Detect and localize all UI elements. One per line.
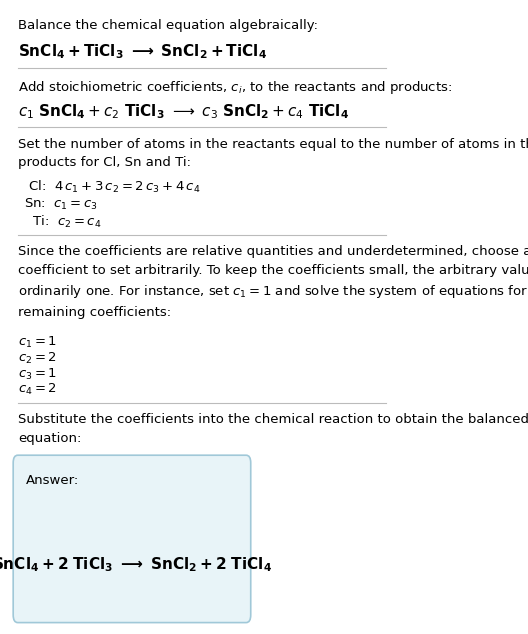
FancyBboxPatch shape [13, 455, 251, 623]
Text: $c_3 = 1$: $c_3 = 1$ [18, 366, 57, 382]
Text: Cl:  $4\,c_1 + 3\,c_2 = 2\,c_3 + 4\,c_4$: Cl: $4\,c_1 + 3\,c_2 = 2\,c_3 + 4\,c_4$ [24, 179, 200, 195]
Text: Balance the chemical equation algebraically:: Balance the chemical equation algebraica… [18, 19, 318, 32]
Text: Ti:  $c_2 = c_4$: Ti: $c_2 = c_4$ [24, 214, 101, 230]
Text: $\mathbf{SnCl_4 + 2\ TiCl_3 \ {\longrightarrow} \ SnCl_2 + 2\ TiCl_4}$: $\mathbf{SnCl_4 + 2\ TiCl_3 \ {\longrigh… [0, 555, 272, 574]
Text: $\mathbf{SnCl_4 + TiCl_3 \ {\longrightarrow} \ SnCl_2 + TiCl_4}$: $\mathbf{SnCl_4 + TiCl_3 \ {\longrightar… [18, 42, 267, 61]
Text: Substitute the coefficients into the chemical reaction to obtain the balanced
eq: Substitute the coefficients into the che… [18, 413, 528, 445]
Text: $c_1 = 1$: $c_1 = 1$ [18, 335, 57, 350]
Text: $c_2 = 2$: $c_2 = 2$ [18, 351, 56, 366]
Text: Sn:  $c_1 = c_3$: Sn: $c_1 = c_3$ [24, 197, 98, 212]
Text: $c_1\ \mathbf{SnCl_4} + c_2\ \mathbf{TiCl_3} \ {\longrightarrow} \ c_3\ \mathbf{: $c_1\ \mathbf{SnCl_4} + c_2\ \mathbf{TiC… [18, 103, 349, 121]
Text: Since the coefficients are relative quantities and underdetermined, choose a
coe: Since the coefficients are relative quan… [18, 245, 528, 319]
Text: Set the number of atoms in the reactants equal to the number of atoms in the
pro: Set the number of atoms in the reactants… [18, 138, 528, 169]
Text: Add stoichiometric coefficients, $c_i$, to the reactants and products:: Add stoichiometric coefficients, $c_i$, … [18, 79, 452, 96]
Text: Answer:: Answer: [26, 474, 80, 488]
Text: $c_4 = 2$: $c_4 = 2$ [18, 382, 56, 398]
